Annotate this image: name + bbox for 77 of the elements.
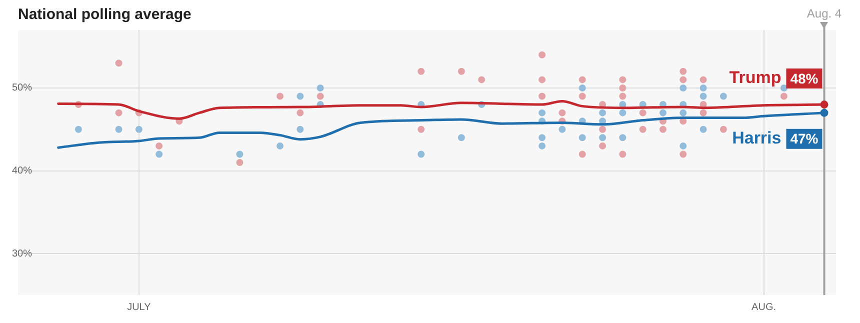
point <box>115 109 122 116</box>
point <box>578 150 586 158</box>
point <box>578 84 586 92</box>
point <box>619 84 626 92</box>
point <box>458 134 465 142</box>
data-label: 47% <box>790 130 819 147</box>
point <box>316 84 324 92</box>
point <box>236 159 244 166</box>
ref-line-label: Aug. 4 <box>806 6 842 20</box>
point <box>558 109 566 116</box>
point <box>418 68 425 75</box>
point <box>820 100 828 109</box>
point <box>659 126 666 133</box>
point <box>296 92 304 100</box>
point <box>780 84 788 92</box>
point <box>820 108 828 117</box>
point <box>538 51 546 58</box>
point <box>700 76 707 84</box>
point <box>276 92 284 100</box>
point <box>296 126 304 133</box>
point <box>680 84 687 92</box>
point <box>478 76 486 84</box>
point <box>619 92 626 100</box>
y-tick-label: 30% <box>12 248 32 260</box>
legend-label: Harris <box>732 128 782 148</box>
point <box>619 134 626 142</box>
data-label: 48% <box>790 70 819 86</box>
point <box>680 76 687 84</box>
legend-label: Trump <box>729 68 782 88</box>
point <box>538 92 546 100</box>
point <box>720 92 727 100</box>
point <box>700 92 707 100</box>
point <box>700 126 707 133</box>
point <box>115 60 122 67</box>
point <box>639 126 646 133</box>
x-tick-label: JULY <box>127 302 152 313</box>
point <box>619 150 626 158</box>
point <box>538 134 546 142</box>
point <box>780 92 788 100</box>
point <box>578 92 586 100</box>
point <box>680 68 687 75</box>
point <box>418 150 425 158</box>
point <box>236 150 244 158</box>
point <box>578 76 586 84</box>
point <box>599 126 606 133</box>
point <box>156 150 163 158</box>
point <box>599 142 606 150</box>
point <box>538 76 546 84</box>
point <box>578 134 586 142</box>
point <box>680 142 687 150</box>
point <box>599 134 606 142</box>
point <box>276 142 284 150</box>
point <box>700 84 707 92</box>
point <box>296 109 304 116</box>
x-tick-label: AUG. <box>752 302 776 313</box>
point <box>680 150 687 158</box>
chart-title: National polling average <box>18 6 192 24</box>
point <box>115 126 122 133</box>
point <box>599 109 606 116</box>
point <box>538 109 546 116</box>
point <box>538 142 546 150</box>
point <box>418 126 425 133</box>
point <box>74 126 82 133</box>
point <box>720 126 727 133</box>
point <box>316 92 324 100</box>
point <box>156 142 163 150</box>
point <box>558 126 566 133</box>
point <box>619 76 626 84</box>
point <box>700 109 707 116</box>
point <box>659 109 666 116</box>
y-tick-label: 50% <box>12 82 32 94</box>
point <box>458 68 465 75</box>
point <box>619 109 626 116</box>
point <box>680 109 687 116</box>
point <box>639 109 646 116</box>
y-tick-label: 40% <box>12 166 32 177</box>
point <box>135 126 142 133</box>
